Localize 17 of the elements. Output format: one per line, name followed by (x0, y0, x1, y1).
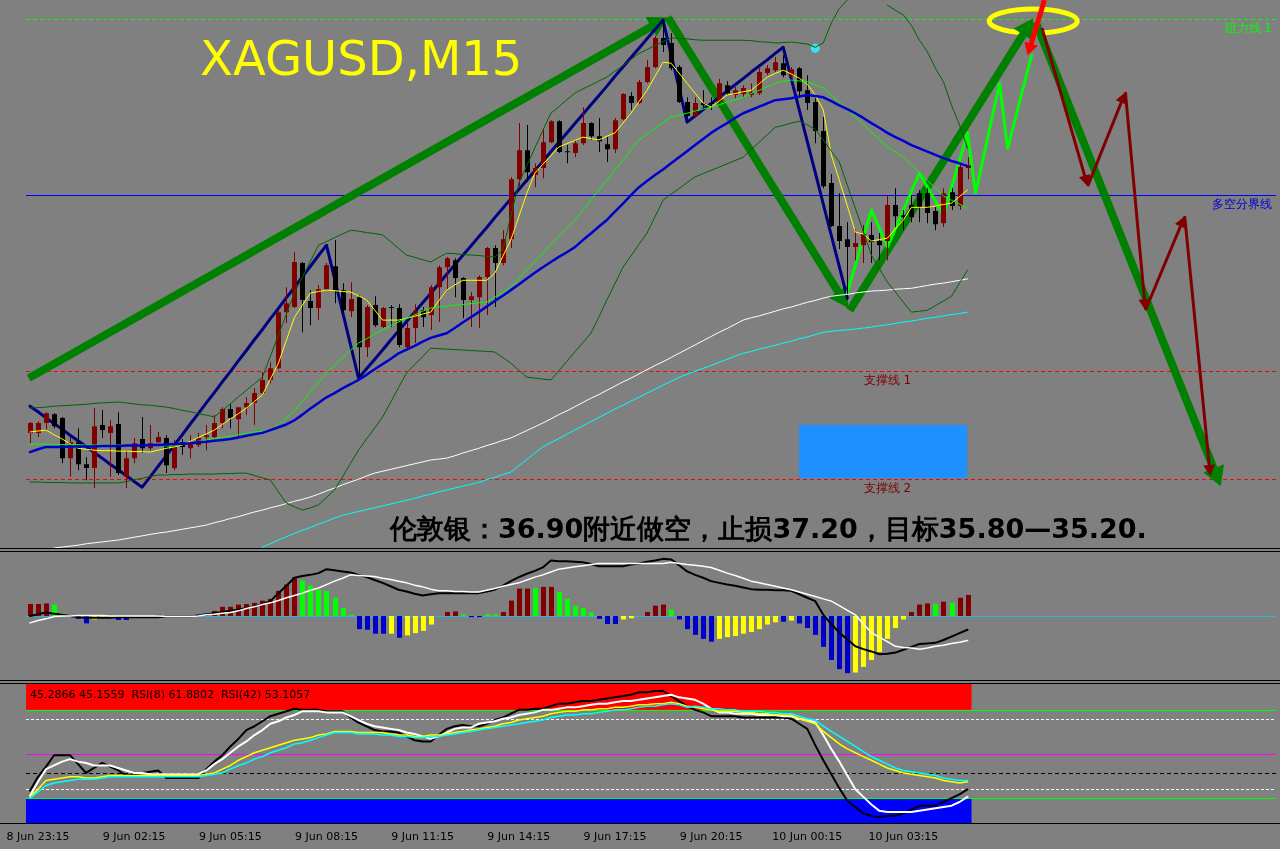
x-tick-label: 9 Jun 05:15 (198, 830, 262, 843)
x-tick-label: 9 Jun 20:15 (679, 830, 743, 843)
chart-title: 45.2866 45.1559 RSI(8) 61.8802 RSI(42) 53.1057 (30, 688, 311, 701)
x-tick-label: 10 Jun 00:15 (772, 830, 843, 843)
x-tick-label: 9 Jun 02:15 (102, 830, 166, 843)
ref-line-label: 多空分界线 (1212, 197, 1272, 212)
ref-line-label: 阻力线 1 (1224, 21, 1272, 36)
x-tick-label: 10 Jun 03:15 (868, 830, 939, 843)
x-tick-label: 9 Jun 11:15 (391, 830, 455, 843)
x-tick-label: 8 Jun 23:15 (6, 830, 70, 843)
x-tick-label: 9 Jun 14:15 (487, 830, 551, 843)
x-tick-label: 9 Jun 08:15 (295, 830, 358, 843)
ref-line-label: 支撑线 1 (863, 373, 912, 388)
ref-line-label: 支撑线 2 (863, 481, 912, 496)
x-tick-label: 9 Jun 17:15 (583, 830, 647, 843)
chart-title: XAGUSD,M15 (200, 30, 523, 86)
text: 伦敦银：36.90附近做空，止损37.20，目标35.80—35.20. (389, 513, 1147, 544)
